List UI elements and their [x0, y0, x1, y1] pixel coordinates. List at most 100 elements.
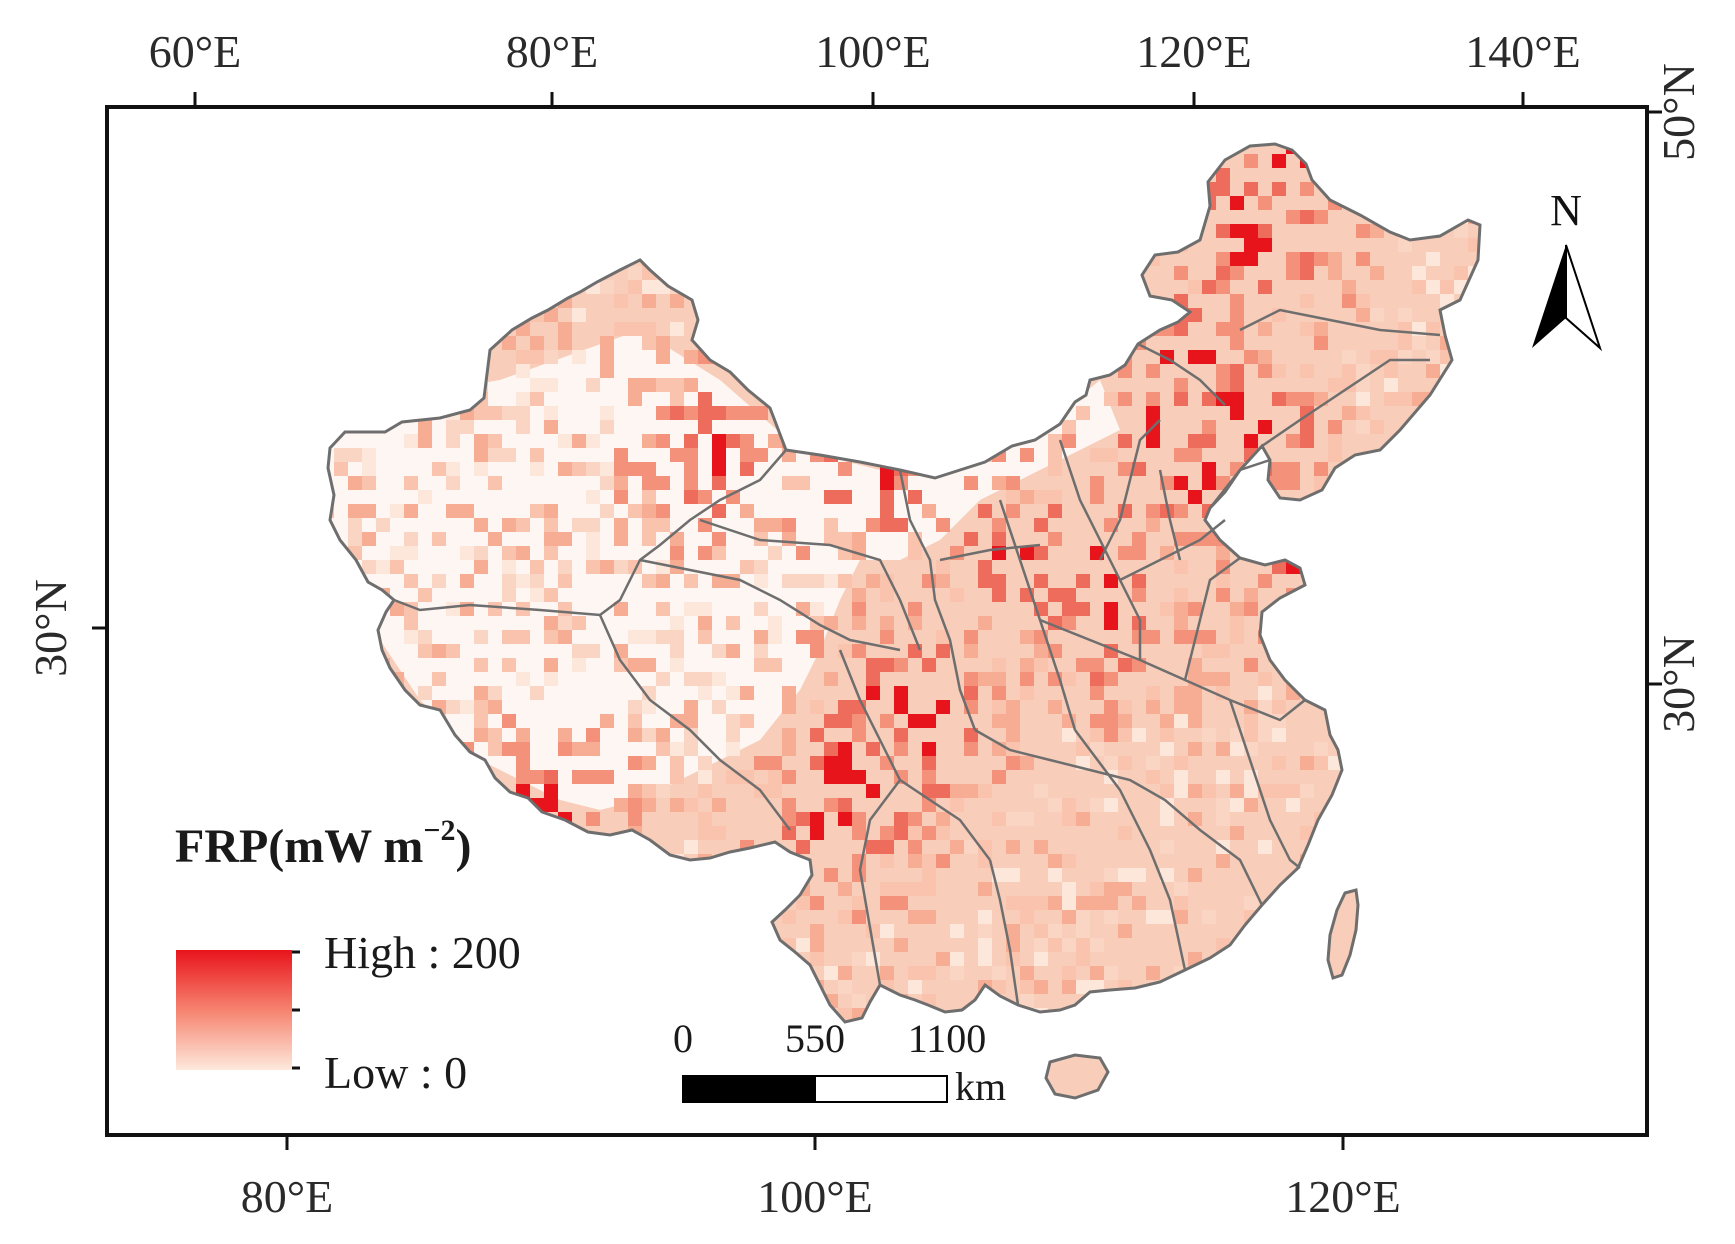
- frp-pixel: [1090, 294, 1104, 308]
- frp-pixel: [1328, 378, 1342, 392]
- frp-pixel: [1314, 868, 1328, 882]
- frp-pixel: [1076, 238, 1090, 252]
- western-blank-region: [328, 330, 1120, 810]
- frp-pixel: [1188, 868, 1202, 882]
- frp-pixel: [740, 770, 754, 784]
- frp-pixel: [1034, 490, 1048, 504]
- frp-pixel: [1230, 336, 1244, 350]
- frp-pixel: [1398, 308, 1412, 322]
- frp-pixel: [460, 546, 474, 560]
- frp-pixel: [1132, 546, 1146, 560]
- frp-pixel: [544, 854, 558, 868]
- frp-pixel: [1202, 910, 1216, 924]
- frp-pixel: [782, 798, 796, 812]
- frp-pixel: [1412, 756, 1426, 770]
- frp-pixel: [684, 462, 698, 476]
- frp-pixel: [614, 1008, 628, 1022]
- frp-pixel: [1314, 742, 1328, 756]
- frp-pixel: [1202, 434, 1216, 448]
- frp-pixel: [362, 462, 376, 476]
- frp-pixel: [1272, 728, 1286, 742]
- frp-pixel: [1020, 308, 1034, 322]
- frp-pixel: [432, 574, 446, 588]
- frp-pixel: [656, 518, 670, 532]
- frp-pixel: [1300, 980, 1314, 994]
- frp-pixel: [992, 574, 1006, 588]
- frp-pixel: [1062, 420, 1076, 434]
- frp-pixel: [740, 280, 754, 294]
- frp-pixel: [328, 252, 334, 266]
- frp-pixel: [530, 336, 544, 350]
- frp-pixel: [1258, 518, 1272, 532]
- frp-pixel: [1216, 770, 1230, 784]
- frp-pixel: [1174, 770, 1188, 784]
- frp-pixel: [1300, 1008, 1314, 1022]
- frp-pixel: [1104, 1008, 1118, 1022]
- frp-pixel: [328, 224, 334, 238]
- frp-pixel: [1216, 322, 1230, 336]
- frp-pixel: [1314, 518, 1328, 532]
- frp-pixel: [1160, 602, 1174, 616]
- frp-pixel: [1328, 560, 1342, 574]
- frp-pixel: [866, 686, 880, 700]
- frp-pixel: [838, 574, 852, 588]
- frp-pixel: [1174, 448, 1188, 462]
- frp-pixel: [852, 826, 866, 840]
- frp-pixel: [642, 518, 656, 532]
- province-boundary: [1239, 308, 1441, 337]
- frp-pixel: [754, 210, 768, 224]
- frp-pixel: [1468, 602, 1480, 616]
- frp-pixel: [796, 630, 810, 644]
- frp-pixel: [1160, 784, 1174, 798]
- frp-pixel: [1412, 784, 1426, 798]
- frp-pixel: [852, 602, 866, 616]
- frp-pixel: [1328, 644, 1342, 658]
- frp-pixel: [880, 658, 894, 672]
- legend-title: FRP(mW m−2): [175, 814, 471, 873]
- frp-pixel: [1244, 588, 1258, 602]
- frp-pixel: [1062, 266, 1076, 280]
- frp-pixel: [488, 686, 502, 700]
- frp-pixel: [614, 154, 628, 168]
- frp-pixel: [586, 532, 600, 546]
- frp-pixel: [1118, 154, 1132, 168]
- frp-pixel: [1468, 238, 1480, 252]
- frp-pixel: [838, 168, 852, 182]
- frp-pixel: [740, 182, 754, 196]
- frp-pixel: [1020, 980, 1034, 994]
- frp-pixel: [1062, 434, 1076, 448]
- frp-pixel: [1384, 826, 1398, 840]
- frp-pixel: [1090, 224, 1104, 238]
- frp-pixel: [782, 770, 796, 784]
- frp-pixel: [670, 770, 684, 784]
- frp-pixel: [516, 980, 530, 994]
- frp-pixel: [418, 252, 432, 266]
- frp-pixel: [1048, 448, 1062, 462]
- frp-pixel: [1412, 882, 1426, 896]
- frp-pixel: [1076, 658, 1090, 672]
- frp-pixel: [572, 980, 586, 994]
- frp-pixel: [348, 980, 362, 994]
- frp-pixel: [810, 812, 824, 826]
- frp-pixel: [922, 280, 936, 294]
- frp-pixel: [1286, 924, 1300, 938]
- frp-pixel: [572, 518, 586, 532]
- frp-pixel: [1230, 392, 1244, 406]
- frp-pixel: [1286, 966, 1300, 980]
- frp-pixel: [1104, 896, 1118, 910]
- frp-pixel: [1230, 364, 1244, 378]
- frp-pixel: [586, 910, 600, 924]
- frp-pixel: [460, 266, 474, 280]
- frp-pixel: [810, 700, 824, 714]
- frp-pixel: [1286, 434, 1300, 448]
- frp-pixel: [1370, 658, 1384, 672]
- frp-pixel: [334, 210, 348, 224]
- frp-pixel: [446, 168, 460, 182]
- frp-pixel: [586, 490, 600, 504]
- frp-pixel: [1272, 644, 1286, 658]
- frp-pixel: [334, 182, 348, 196]
- frp-pixel: [1202, 784, 1216, 798]
- frp-pixel: [642, 798, 656, 812]
- frp-pixel: [866, 672, 880, 686]
